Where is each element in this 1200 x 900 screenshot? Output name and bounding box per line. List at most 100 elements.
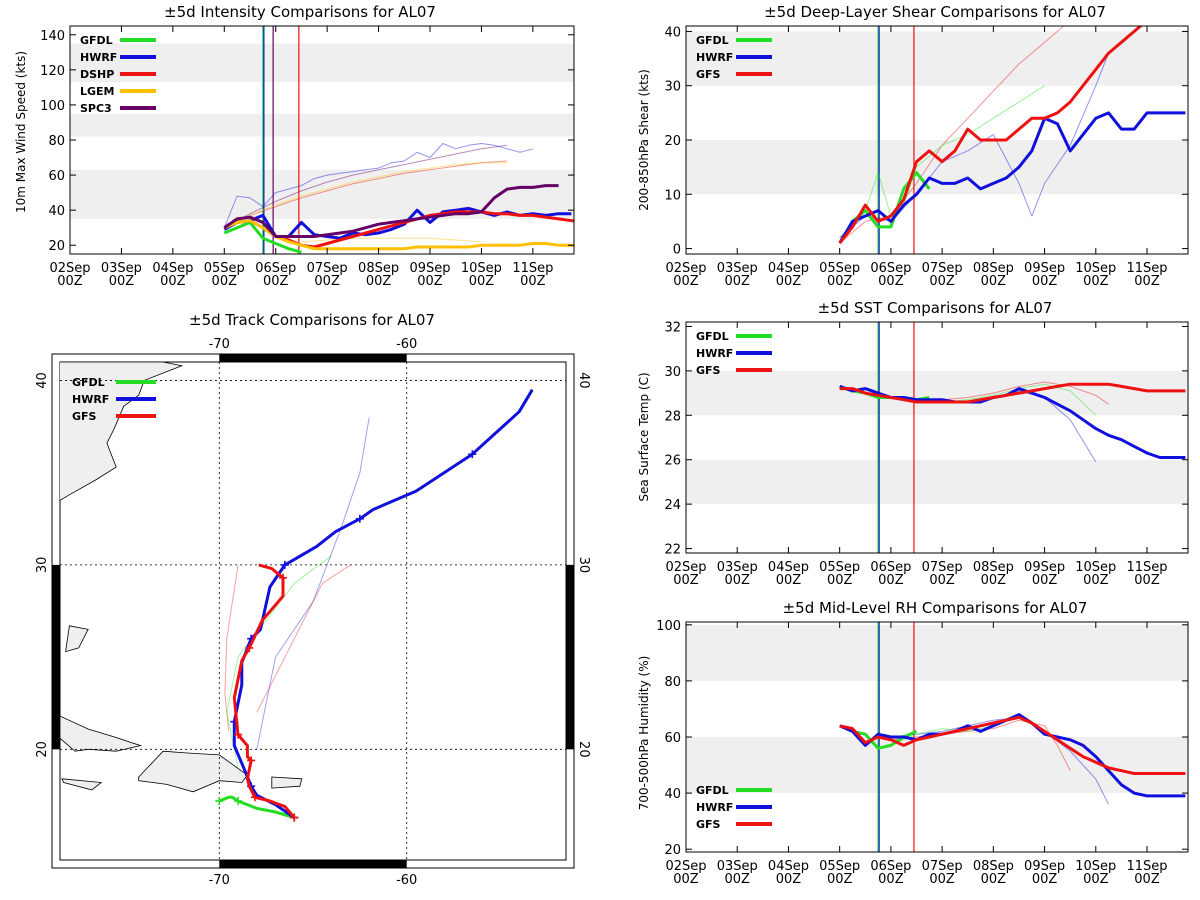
track-legend-gfdl: GFDL [72,376,105,389]
sst-band [686,370,1188,416]
intensity-band [70,169,574,219]
intensity-line-gfdl [223,220,302,254]
rh-legend-gfdl: GFDL [696,784,729,797]
track-legend-hwrf: HWRF [72,393,109,406]
rh-legend-gfs: GFS [696,818,721,831]
sst-xtick-label: 00Z [776,573,802,588]
track-marker-hwrf [355,514,364,523]
track-marker-gfs [247,756,256,765]
shear-line-gfdl [839,85,1045,239]
shear-xtick-label: 00Z [1083,274,1109,289]
shear-xtick-label: 02Sep [665,261,706,276]
rh-ytick-label: 40 [664,787,681,802]
sst-xtick-label: 00Z [827,573,853,588]
sst-xtick-label: 09Sep [1024,560,1065,575]
intensity-line-lgem [223,219,574,251]
track-marker-gfdl [234,796,243,805]
sst-ytick-label: 32 [664,320,681,335]
intensity-xtick-label: 00Z [160,274,186,289]
shear-xtick-label: 06Sep [870,261,911,276]
intensity-title: ±5d Intensity Comparisons for AL07 [164,3,436,21]
shear-ytick-label: 10 [664,188,681,203]
sst-legend-gfdl: GFDL [696,330,729,343]
rh-ytick-label: 100 [656,619,681,634]
sst-legend-gfs: GFS [696,364,721,377]
intensity-legend-hwrf: HWRF [80,51,117,64]
intensity-xtick-label: 00Z [212,274,238,289]
sst-xtick-label: 10Sep [1075,560,1116,575]
sst-band [686,459,1188,505]
sst-chart: ±5d SST Comparisons for AL07 Sea Surface… [637,299,1189,588]
track-marker-hwrf [280,560,289,569]
rh-xtick-label: 05Sep [819,859,860,874]
intensity-band [70,43,574,83]
track-marker-hwrf [468,450,477,459]
sst-ytick-label: 26 [664,454,681,469]
track-legend-gfs: GFS [72,410,97,423]
rh-xtick-label: 03Sep [717,859,758,874]
track-lon-label-bottom: -70 [209,873,230,888]
track-series-group [215,388,534,822]
rh-xtick-label: 00Z [929,872,955,887]
sst-xtick-label: 00Z [981,573,1007,588]
shear-legend-hwrf: HWRF [696,51,733,64]
shear-xtick-label: 00Z [929,274,955,289]
intensity-xtick-label: 07Sep [307,261,348,276]
track-marker-gfs [250,793,259,802]
sst-ytick-label: 28 [664,409,681,424]
intensity-series-group [223,143,574,254]
intensity-ytick-label: 80 [48,134,65,149]
rh-legend-hwrf: HWRF [696,801,733,814]
intensity-legend-dshp: DSHP [80,68,114,81]
rh-xtick-label: 08Sep [973,859,1014,874]
rh-chart: ±5d Mid-Level RH Comparisons for AL07 70… [637,599,1189,887]
track-title: ±5d Track Comparisons for AL07 [189,311,435,329]
sst-xtick-label: 00Z [1083,573,1109,588]
sst-xtick-label: 00Z [929,573,955,588]
rh-ytick-label: 80 [664,675,681,690]
track-line-hwrf [256,417,370,750]
shear-chart: ±5d Deep-Layer Shear Comparisons for AL0… [637,3,1189,289]
intensity-ytick-label: 40 [48,204,65,219]
shear-xtick-label: 00Z [981,274,1007,289]
sst-ytick-label: 24 [664,498,681,513]
track-lat-label-left: 30 [35,557,50,574]
rh-xtick-label: 00Z [724,872,750,887]
intensity-xtick-label: 06Sep [255,261,296,276]
sst-xtick-label: 07Sep [922,560,963,575]
track-land-group [60,362,303,793]
shear-xtick-label: 07Sep [922,261,963,276]
intensity-xtick-label: 00Z [57,274,83,289]
shear-xtick-label: 00Z [776,274,802,289]
intensity-line-spc3 [224,144,508,229]
sst-xtick-label: 00Z [724,573,750,588]
sst-xtick-label: 11Sep [1126,560,1167,575]
shear-xtick-label: 00Z [827,274,853,289]
jamaica-land [61,778,103,791]
intensity-xtick-label: 11Sep [512,261,553,276]
shear-legend-gfdl: GFDL [696,34,729,47]
sst-xtick-label: 03Sep [717,560,758,575]
rh-xtick-label: 06Sep [870,859,911,874]
sst-line-gfs [839,382,1186,404]
cuba-land [60,715,143,752]
rh-xtick-label: 00Z [827,872,853,887]
shear-xtick-label: 00Z [1032,274,1058,289]
sst-ytick-label: 22 [664,543,681,558]
shear-line-gfs [839,26,1065,244]
intensity-xtick-label: 00Z [469,274,495,289]
sst-xtick-label: 00Z [1134,573,1160,588]
rh-band [686,624,1188,681]
bahamas-land [65,625,89,653]
sst-ylabel: Sea Surface Temp (C) [637,372,651,501]
rh-line-gfs [839,715,1186,775]
intensity-legend-spc3: SPC3 [80,102,112,115]
rh-xtick-label: 07Sep [922,859,963,874]
intensity-line-spc3 [223,184,559,238]
shear-ytick-label: 30 [664,80,681,95]
sst-legend-hwrf: HWRF [696,347,733,360]
rh-band [686,737,1188,794]
rh-xtick-label: 09Sep [1024,859,1065,874]
shear-line-gfs [838,26,1143,245]
